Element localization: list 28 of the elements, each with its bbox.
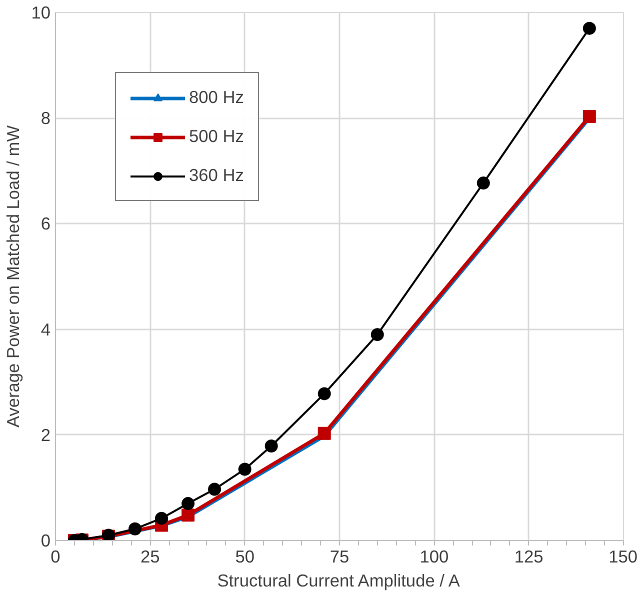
point — [318, 426, 331, 440]
y-tick-label: 10 — [31, 2, 51, 22]
x-tick-label: 75 — [330, 546, 350, 566]
y-tick-label: 6 — [40, 214, 51, 234]
x-tick-label: 100 — [420, 546, 449, 566]
y-tick-label: 2 — [40, 424, 51, 445]
point — [476, 176, 490, 190]
y-tick-label: 0 — [40, 530, 51, 550]
x-tick-label: 25 — [140, 546, 160, 566]
point — [155, 512, 168, 525]
y-axis-title: Average Power on Matched Load / mW — [3, 124, 24, 428]
point — [128, 522, 142, 536]
point — [370, 328, 384, 342]
point — [208, 482, 222, 496]
point — [182, 497, 195, 510]
point — [582, 22, 596, 35]
x-tick-label: 150 — [608, 546, 637, 566]
point — [264, 440, 278, 452]
legend-label: 800 Hz — [189, 87, 244, 108]
x-tick-label: 50 — [235, 546, 254, 566]
point — [238, 462, 252, 476]
x-axis-title: Structural Current Amplitude / A — [217, 570, 460, 590]
legend-label: 360 Hz — [189, 165, 244, 186]
y-tick-label: 4 — [40, 319, 51, 340]
legend-label: 500 Hz — [189, 126, 244, 147]
x-tick-label: 125 — [514, 546, 544, 566]
y-tick-label: 8 — [40, 108, 51, 128]
point — [318, 387, 331, 400]
